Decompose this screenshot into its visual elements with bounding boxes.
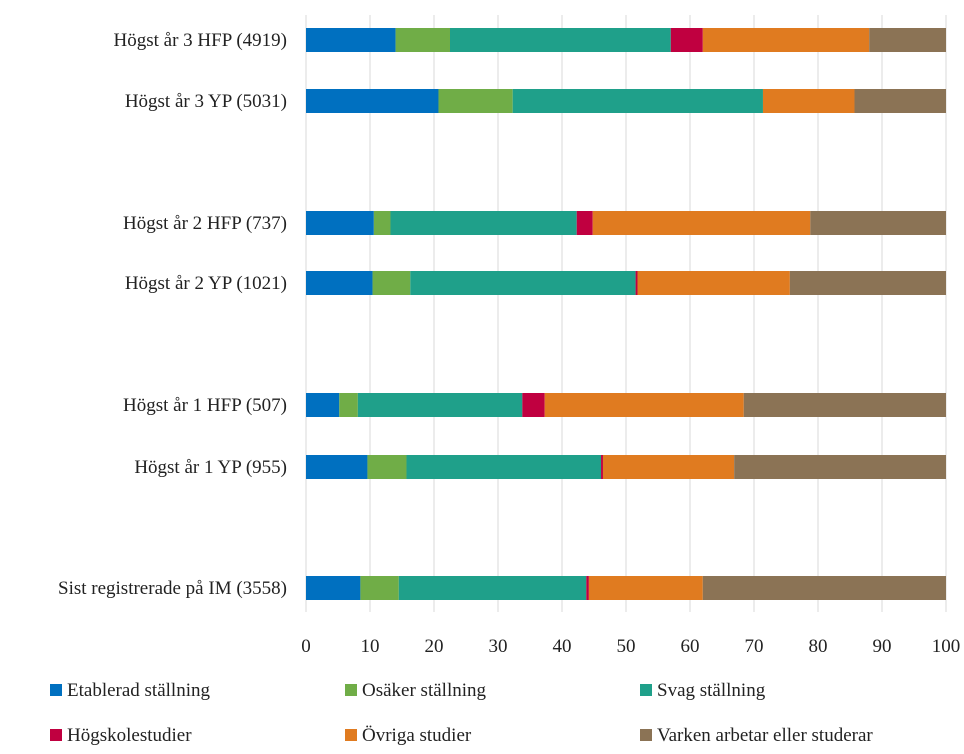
legend-swatch	[50, 729, 62, 741]
bar-segment	[601, 455, 603, 479]
x-tick-label: 40	[553, 636, 572, 657]
bar-segment	[306, 28, 396, 52]
bar-segment	[306, 455, 368, 479]
x-axis-ticks: 0 10 20 30 40 50 60 70 80 90 100	[301, 636, 960, 657]
bar-segment	[602, 455, 735, 479]
bar-segment	[360, 576, 399, 600]
bar-segment	[306, 89, 439, 113]
legend-label: Varken arbetar eller studerar	[657, 725, 873, 746]
legend-label: Svag ställning	[657, 680, 766, 701]
bar-segment	[743, 393, 946, 417]
bar-segment	[406, 455, 602, 479]
category-label: Högst år 1 HFP (507)	[123, 395, 287, 416]
x-tick-label: 20	[425, 636, 444, 657]
x-tick-label: 80	[809, 636, 828, 657]
legend-label: Högskolestudier	[67, 725, 192, 746]
legend-label: Övriga studier	[362, 725, 472, 746]
bar-segment	[512, 89, 763, 113]
gridlines	[305, 15, 947, 612]
bar-segment	[670, 28, 703, 52]
bar-segment	[339, 393, 358, 417]
bar-segment	[373, 211, 391, 235]
bar-segment	[438, 89, 513, 113]
legend: Etablerad ställning Osäker ställning Svag …	[50, 680, 873, 746]
bar-segment	[390, 211, 577, 235]
bar-segment	[789, 271, 946, 295]
x-tick-label: 30	[489, 636, 508, 657]
category-label: Högst år 2 YP (1021)	[125, 273, 287, 294]
category-label: Högst år 3 HFP (4919)	[114, 30, 287, 51]
bar-segment	[592, 211, 811, 235]
bar-segment	[734, 455, 946, 479]
x-tick-label: 50	[617, 636, 636, 657]
category-label: Högst år 1 YP (955)	[134, 457, 287, 478]
bar-segment	[410, 271, 636, 295]
x-tick-label: 0	[301, 636, 311, 657]
bar-segment	[372, 271, 411, 295]
legend-label: Etablerad ställning	[67, 680, 210, 701]
bar-segment	[854, 89, 946, 113]
x-tick-label: 100	[932, 636, 961, 657]
bar-segment	[306, 211, 374, 235]
category-label: Sist registrerade på IM (3558)	[58, 578, 287, 599]
bar-segment	[762, 89, 855, 113]
bar-segment	[586, 576, 589, 600]
legend-label: Osäker ställning	[362, 680, 487, 701]
bar-segment	[702, 28, 870, 52]
x-tick-label: 90	[873, 636, 892, 657]
bar-segment	[635, 271, 638, 295]
bar-segment	[306, 393, 340, 417]
bar-segment	[576, 211, 593, 235]
bar-segment	[357, 393, 523, 417]
bars	[306, 28, 946, 600]
category-label: Högst år 2 HFP (737)	[123, 213, 287, 234]
bar-segment	[522, 393, 545, 417]
legend-swatch	[640, 684, 652, 696]
bar-segment	[398, 576, 587, 600]
bar-segment	[395, 28, 450, 52]
bar-segment	[450, 28, 671, 52]
x-tick-label: 10	[361, 636, 380, 657]
bar-segment	[810, 211, 946, 235]
legend-swatch	[345, 729, 357, 741]
bar-segment	[306, 576, 361, 600]
bar-segment	[367, 455, 407, 479]
legend-swatch	[640, 729, 652, 741]
category-labels: Högst år 3 HFP (4919) Högst år 3 YP (5031…	[58, 30, 287, 599]
bar-segment	[637, 271, 790, 295]
bar-segment	[869, 28, 946, 52]
bar-segment	[588, 576, 703, 600]
category-label: Högst år 3 YP (5031)	[125, 91, 287, 112]
x-tick-label: 60	[681, 636, 700, 657]
legend-swatch	[345, 684, 357, 696]
x-tick-label: 70	[745, 636, 764, 657]
legend-swatch	[50, 684, 62, 696]
bar-segment	[702, 576, 946, 600]
bar-segment	[544, 393, 744, 417]
bar-segment	[306, 271, 373, 295]
